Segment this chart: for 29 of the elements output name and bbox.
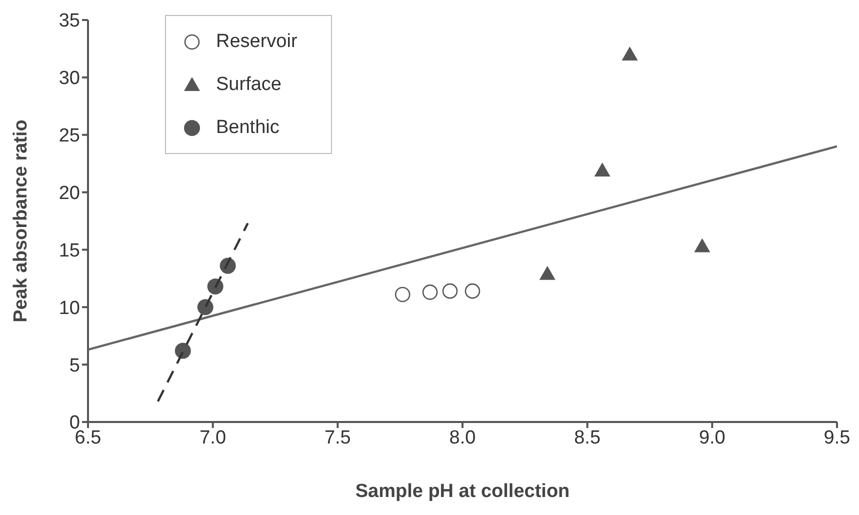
point <box>394 286 410 302</box>
y-tick-label: 5 <box>69 355 80 376</box>
x-tick-label: 9.5 <box>824 427 850 448</box>
legend-label: Benthic <box>216 116 280 138</box>
y-tick-label: 15 <box>58 240 80 262</box>
point <box>422 284 438 300</box>
legend-label: Surface <box>216 74 282 96</box>
point <box>594 162 610 176</box>
y-tick-label: 10 <box>58 298 80 319</box>
legend-label: Reservoir <box>216 30 298 52</box>
y-tick-label: 25 <box>58 126 80 147</box>
x-tick-label: 8.0 <box>449 427 476 448</box>
y-tick-label: 30 <box>58 68 80 90</box>
x-tick-label: 7.0 <box>200 427 226 448</box>
x-tick-label: 8.5 <box>574 427 601 448</box>
point <box>464 283 480 299</box>
point <box>539 266 556 280</box>
y-tick-label: 35 <box>58 10 80 32</box>
x-axis-title: Sample pH at collection <box>355 481 570 502</box>
point <box>207 278 224 294</box>
point <box>622 46 638 60</box>
x-tick-label: 9.0 <box>698 427 726 448</box>
point <box>174 342 191 359</box>
x-tick-label: 7.5 <box>324 427 351 448</box>
y-axis-title: Peak absorbance ratio <box>10 120 32 322</box>
point <box>694 238 710 252</box>
point <box>442 283 458 299</box>
y-tick-label: 20 <box>58 183 80 204</box>
point <box>197 299 214 316</box>
